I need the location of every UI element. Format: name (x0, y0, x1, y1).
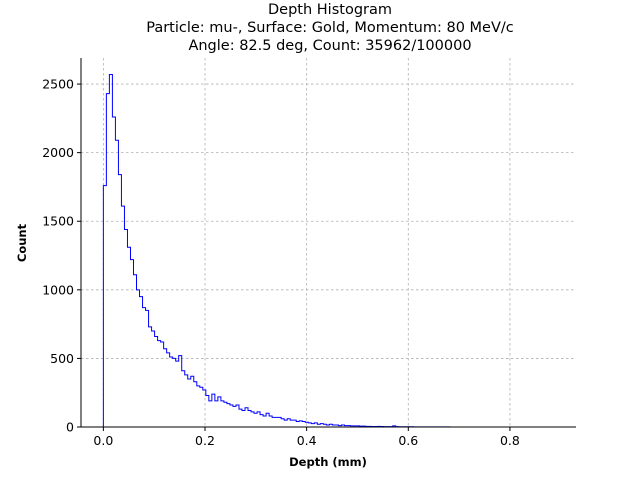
x-tick-label: 0.0 (93, 433, 113, 448)
chart-title-line-1: Depth Histogram (268, 2, 392, 18)
y-tick-label: 2500 (42, 77, 74, 92)
x-tick-label: 0.8 (500, 433, 520, 448)
y-tick-label: 0 (66, 420, 74, 435)
chart-title: Depth Histogram Particle: mu-, Surface: … (146, 2, 514, 54)
chart-title-line-2: Particle: mu-, Surface: Gold, Momentum: … (146, 20, 514, 36)
x-tick-label: 0.4 (297, 433, 317, 448)
chart-title-line-3: Angle: 82.5 deg, Count: 35962/100000 (188, 38, 471, 54)
grid-lines (81, 58, 576, 428)
y-tick-label: 1500 (42, 214, 74, 229)
x-axis-label: Depth (mm) (289, 455, 367, 469)
y-tick-label: 500 (50, 351, 74, 366)
x-tick-label: 0.6 (398, 433, 418, 448)
x-axis-ticks: 0.0 0.2 0.4 0.6 0.8 (93, 427, 520, 448)
y-tick-label: 2000 (42, 145, 74, 160)
x-tick-label: 0.2 (195, 433, 215, 448)
histogram-step-line (102, 73, 547, 428)
y-tick-label: 1000 (42, 282, 74, 297)
y-axis-ticks: 0 500 1000 1500 2000 2500 (42, 77, 81, 435)
y-axis-label: Count (15, 223, 29, 262)
